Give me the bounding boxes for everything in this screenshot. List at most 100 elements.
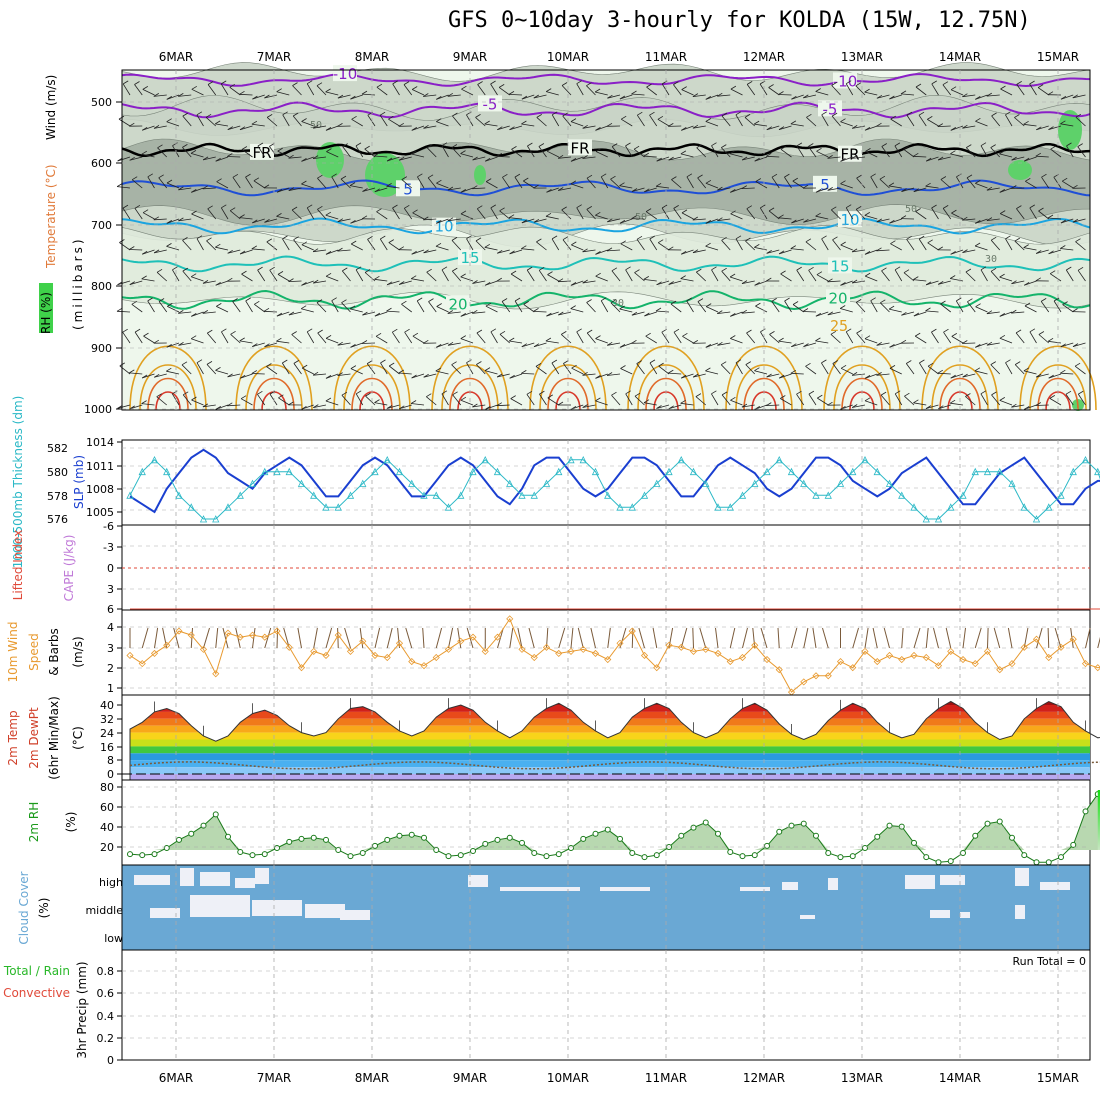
wind-barb (521, 218, 535, 224)
wind-barb (545, 215, 559, 220)
wind-barb (711, 145, 719, 158)
wind-barb-flag (364, 269, 371, 273)
wind-barb-flag (730, 85, 737, 90)
wind-barb-flag (990, 361, 997, 365)
wind-barb (668, 627, 674, 649)
wind-barb-flag (571, 364, 577, 369)
wind-barb-flag (496, 153, 503, 157)
wind-barb-flag (472, 403, 478, 408)
wind-barb-flag (962, 373, 968, 378)
wind-barb (156, 272, 168, 282)
wind-barb (645, 211, 657, 220)
wind-barb (950, 125, 964, 131)
wind-barb-flag (576, 204, 582, 209)
wind-barb (411, 153, 425, 158)
ytick-label: 32 (100, 713, 114, 726)
wind-barb-flag (484, 281, 491, 286)
wind-barb-flag (293, 360, 300, 364)
wind-barb-flag (831, 112, 838, 117)
wind-barb (436, 342, 449, 348)
wind-barb (852, 373, 866, 376)
wind-barb (166, 370, 180, 375)
wind-barb-flag (656, 405, 662, 409)
wind-barb-flag (1048, 126, 1054, 130)
wind-barb (937, 372, 951, 375)
wind-barb (344, 627, 351, 649)
wind-barb-flag (965, 393, 971, 397)
wind-barb (951, 212, 964, 220)
wind-barb-flag (508, 337, 515, 342)
wind-barb (881, 146, 890, 158)
boundary-layer-contour (539, 364, 597, 411)
wind-barb-flag (1038, 331, 1045, 335)
wind-barb-flag (815, 212, 821, 217)
wind-barb (821, 238, 829, 251)
temperature-contour (121, 255, 1091, 273)
rh-point (433, 847, 440, 853)
wind-barb-flag (292, 82, 298, 86)
wind-barb (668, 156, 682, 161)
wind-barb (142, 125, 155, 131)
wind-barb-flag (131, 300, 138, 305)
wind-barb-flag (901, 311, 907, 316)
wind-barb (831, 85, 841, 96)
wind-barb-flag (950, 86, 957, 91)
wind-barb (779, 373, 792, 379)
cloud-block (200, 872, 230, 886)
wind-barb-flag (990, 236, 997, 241)
rh-point (923, 854, 930, 861)
wind-barb (202, 311, 216, 314)
wind-barb-flag (509, 126, 515, 131)
wind-barb-flag (325, 127, 332, 131)
wind-barb-flag (142, 209, 149, 214)
wind-barb (729, 153, 743, 158)
wind-barb (325, 627, 333, 649)
wind-barb (1048, 373, 1062, 379)
wind-barb (331, 300, 339, 313)
thickness-point (689, 467, 698, 476)
wind-barb (745, 240, 756, 251)
wind-barbs-axis-label: & Barbs (47, 628, 61, 676)
wind-barb-flag (680, 374, 687, 379)
rh-contour-label: 30 (612, 298, 624, 309)
wind-barb (205, 117, 217, 127)
rh-area (130, 792, 1100, 850)
wind-barb (1014, 240, 1025, 251)
wind-barb (790, 248, 804, 251)
wind-barb (904, 395, 915, 406)
wind-barb (374, 627, 381, 649)
precip-panel (121, 949, 1091, 1061)
wind-barb (281, 362, 290, 375)
rh-point (286, 838, 293, 845)
wind-barb (766, 125, 780, 131)
wind-10m-panel (121, 609, 1091, 696)
wind-barb (561, 334, 572, 344)
wind-barb-flag (625, 266, 631, 271)
wind-barb-flag (206, 237, 212, 242)
wind-barb (619, 94, 633, 100)
wind-barb (178, 187, 192, 191)
wind-barb-flag (191, 313, 197, 317)
wind-barb-flag (610, 299, 617, 304)
wind-barb (509, 373, 523, 379)
wind-barb (696, 271, 707, 282)
boundary-layer-contour (1037, 377, 1079, 411)
wind-barb (342, 146, 351, 158)
wind-barb (276, 216, 290, 220)
wind-barb (172, 269, 180, 282)
date-label-top: 11MAR (645, 50, 687, 64)
rh-line (129, 792, 1100, 863)
wind-barb (951, 336, 964, 344)
wind-barb (337, 249, 351, 252)
wind-barb (682, 335, 694, 344)
wind-barb-flag (1000, 85, 1006, 90)
date-label-bottom: 15MAR (1037, 1071, 1079, 1085)
thickness-point (591, 467, 600, 476)
wind-barb-flag (510, 395, 516, 399)
wind-barb (790, 372, 804, 375)
thickness-point (653, 479, 661, 487)
cloud-block (828, 878, 838, 890)
wind-barb-flag (1005, 111, 1011, 116)
rh-panel (121, 779, 1091, 866)
wind-barb-flag (999, 210, 1006, 214)
